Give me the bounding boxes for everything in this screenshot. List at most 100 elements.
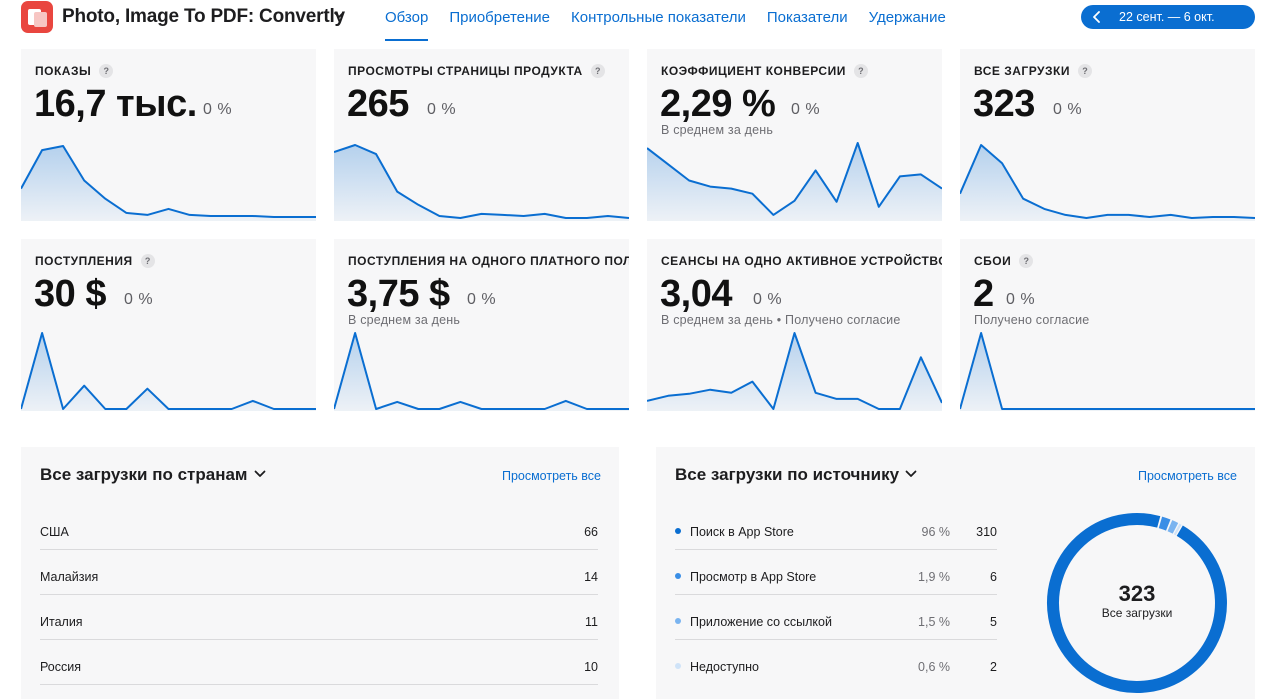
donut-segment — [1047, 513, 1227, 693]
metric-change: 0 % — [427, 101, 457, 118]
source-row[interactable]: Недоступно 0,6 % 2 — [675, 640, 997, 685]
donut-segment — [1173, 523, 1182, 536]
sparkline-area — [21, 146, 316, 221]
sparkline-chart — [21, 145, 316, 221]
help-icon[interactable]: ? — [99, 64, 114, 78]
app-logo-icon — [21, 1, 53, 33]
app-header: Photo, Image To PDF: Convertly Обзор При… — [0, 0, 1280, 42]
tab-acquisition[interactable]: Приобретение — [449, 9, 550, 26]
panel-title[interactable]: Все загрузки по источнику — [675, 465, 917, 485]
donut-total: 323 — [1118, 581, 1156, 606]
chevron-down-icon[interactable] — [905, 469, 917, 479]
sparkline-area — [334, 145, 629, 221]
metric-card-crashes[interactable]: СБОИ? 2 0 % Получено согласие — [960, 239, 1255, 411]
source-row[interactable]: Поиск в App Store 96 % 310 — [675, 505, 997, 550]
view-all-link[interactable]: Просмотреть все — [1137, 469, 1237, 483]
metric-subtitle: В среднем за день • Получено согласие — [661, 313, 901, 327]
sparkline-line — [334, 332, 629, 410]
top-nav: Обзор Приобретение Контрольные показател… — [385, 0, 967, 42]
metric-value: 30 $ — [34, 273, 106, 315]
metric-label: ВСЕ ЗАГРУЗКИ — [974, 64, 1070, 78]
country-value: 14 — [584, 570, 598, 584]
source-row[interactable]: Приложение со ссылкой 1,5 % 5 — [675, 595, 997, 640]
metric-value: 323 — [973, 83, 1035, 125]
tab-overview[interactable]: Обзор — [385, 0, 429, 42]
sparkline-chart — [960, 332, 1255, 411]
metric-card-proceeds-per-paying-user[interactable]: ПОСТУПЛЕНИЯ НА ОДНОГО ПЛАТНОГО ПОЛЬЗОВАТ… — [334, 239, 629, 411]
help-icon[interactable]: ? — [1019, 254, 1034, 268]
metric-card-product-page-views[interactable]: ПРОСМОТРЫ СТРАНИЦЫ ПРОДУКТА? 265 0 % — [334, 49, 629, 221]
metric-change: 0 % — [753, 291, 783, 308]
help-icon[interactable]: ? — [590, 64, 605, 78]
source-percent: 0,6 % — [918, 660, 950, 674]
metric-label: СЕАНСЫ НА ОДНО АКТИВНОЕ УСТРОЙСТВО — [661, 254, 942, 268]
metric-value: 16,7 тыс. — [34, 83, 197, 125]
chevron-left-icon[interactable] — [1092, 11, 1102, 23]
sparkline-line — [647, 142, 942, 216]
tab-metrics[interactable]: Показатели — [766, 9, 848, 26]
tab-retention[interactable]: Удержание — [868, 9, 946, 26]
source-value: 5 — [990, 615, 997, 629]
sparkline-area — [21, 333, 316, 411]
metric-change: 0 % — [1053, 101, 1083, 118]
sparkline-area — [647, 333, 942, 411]
legend-dot-icon — [675, 528, 681, 534]
date-range-label: 22 сент. — 6 окт. — [1119, 10, 1215, 24]
source-name: Недоступно — [690, 660, 759, 674]
legend-dot-icon — [675, 573, 681, 579]
metric-value: 3,04 — [660, 273, 732, 315]
metric-card-impressions[interactable]: ПОКАЗЫ? 16,7 тыс. 0 % — [21, 49, 316, 221]
metric-label: ПРОСМОТРЫ СТРАНИЦЫ ПРОДУКТА — [348, 64, 583, 78]
metric-value: 265 — [347, 83, 409, 125]
metric-card-sessions-per-device[interactable]: СЕАНСЫ НА ОДНО АКТИВНОЕ УСТРОЙСТВО? 3,04… — [647, 239, 942, 411]
source-value: 2 — [990, 660, 997, 674]
country-row[interactable]: Россия 10 — [40, 640, 598, 685]
metric-subtitle: Получено согласие — [974, 313, 1090, 327]
sparkline-line — [21, 145, 316, 218]
metric-value: 2,29 % — [660, 83, 776, 125]
source-percent: 1,5 % — [918, 615, 950, 629]
view-all-link[interactable]: Просмотреть все — [501, 469, 601, 483]
donut-total-label: Все загрузки — [1101, 606, 1173, 620]
metric-card-proceeds[interactable]: ПОСТУПЛЕНИЯ? 30 $ 0 % — [21, 239, 316, 411]
source-value: 310 — [976, 525, 997, 539]
sparkline-line — [647, 332, 942, 410]
country-row[interactable]: США 66 — [40, 505, 598, 550]
country-value: 66 — [584, 525, 598, 539]
country-name: США — [40, 525, 69, 539]
tab-benchmarks[interactable]: Контрольные показатели — [571, 9, 746, 26]
chevron-down-icon[interactable] — [254, 469, 266, 479]
source-name: Поиск в App Store — [690, 525, 794, 539]
source-percent: 96 % — [921, 525, 951, 539]
donut-center-label: 323 Все загрузки — [1044, 581, 1230, 621]
sparkline-chart — [647, 332, 942, 411]
source-name: Просмотр в App Store — [690, 570, 817, 584]
sparkline-area — [960, 333, 1255, 411]
source-percent: 1,9 % — [918, 570, 950, 584]
metric-card-conversion-rate[interactable]: КОЭФФИЦИЕНТ КОНВЕРСИИ? 2,29 % 0 % В сред… — [647, 49, 942, 221]
chevron-down-icon[interactable] — [333, 9, 345, 21]
country-name: Малайзия — [40, 570, 99, 584]
source-row[interactable]: Просмотр в App Store 1,9 % 6 — [675, 550, 997, 595]
help-icon[interactable]: ? — [1077, 64, 1092, 78]
metric-label: ПОСТУПЛЕНИЯ НА ОДНОГО ПЛАТНОГО ПОЛЬЗОВАТ… — [348, 254, 629, 268]
date-range-picker[interactable]: 22 сент. — 6 окт. — [1081, 5, 1255, 29]
metric-card-total-downloads[interactable]: ВСЕ ЗАГРУЗКИ? 323 0 % — [960, 49, 1255, 221]
app-title[interactable]: Photo, Image To PDF: Convertly — [62, 6, 345, 27]
sparkline-area — [334, 333, 629, 411]
country-row[interactable]: Италия 11 — [40, 595, 598, 640]
donut-segment — [1158, 516, 1171, 531]
panel-title[interactable]: Все загрузки по странам — [40, 465, 266, 485]
metric-change: 0 % — [124, 291, 154, 308]
country-row[interactable]: Малайзия 14 — [40, 550, 598, 595]
metric-value: 2 — [973, 273, 994, 315]
sparkline-line — [960, 332, 1255, 410]
help-icon[interactable]: ? — [853, 64, 868, 78]
help-icon[interactable]: ? — [140, 254, 155, 268]
metric-change: 0 % — [1006, 291, 1036, 308]
legend-dot-icon — [675, 663, 681, 669]
sparkline-chart — [334, 332, 629, 411]
metric-subtitle: В среднем за день — [348, 313, 461, 327]
sparkline-chart — [647, 142, 942, 221]
source-donut-chart — [1047, 513, 1227, 693]
